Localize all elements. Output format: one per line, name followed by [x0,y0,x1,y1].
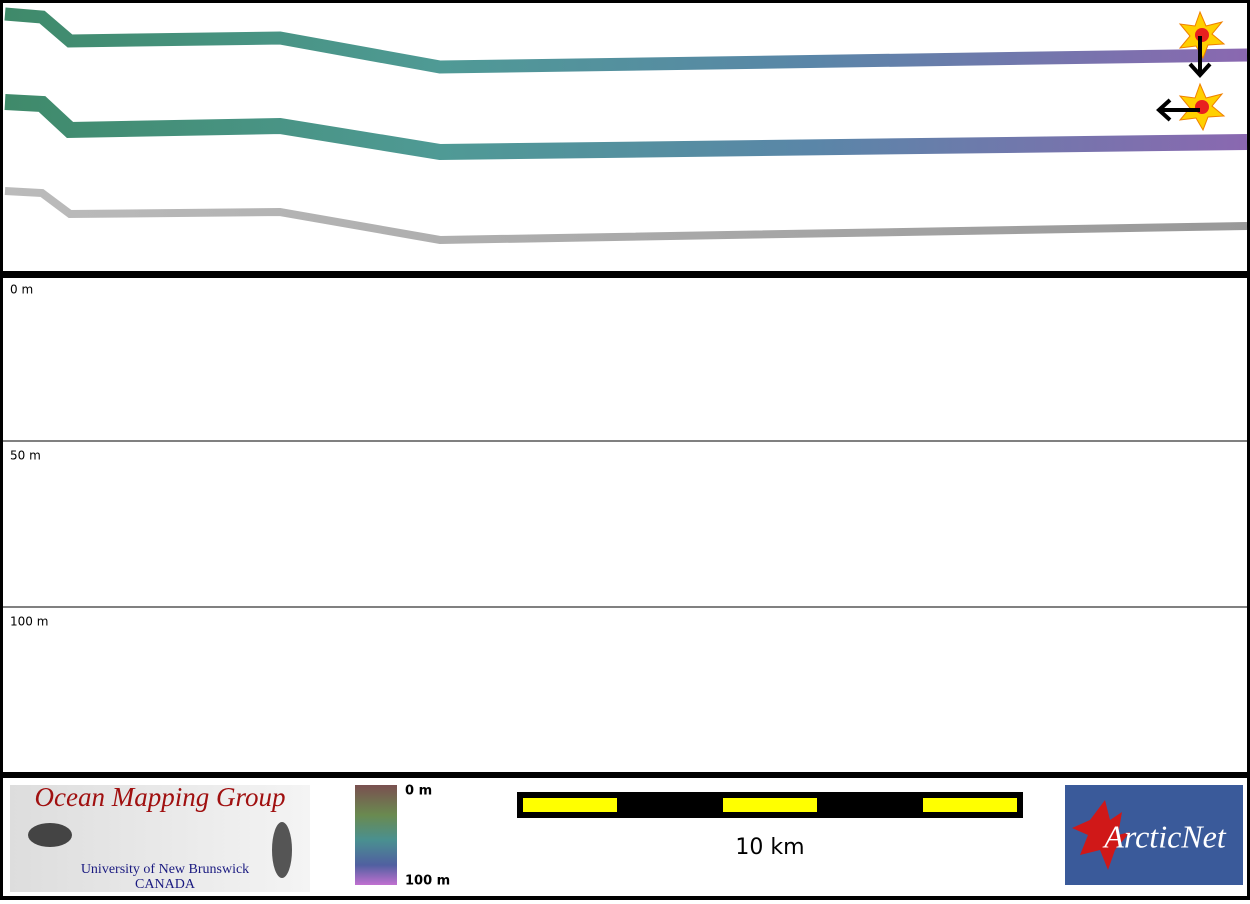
colorbar-label: 0 m [405,784,432,799]
swath-backscatter [4,187,1248,245]
sun-icon [1156,82,1226,132]
depth-label: 50 m [10,449,41,463]
omg-logo: Ocean Mapping Group University of New Br… [10,782,310,892]
logo-graphic [28,823,72,847]
swath [4,94,1248,161]
colorbar [355,785,397,885]
colorbar-label: 100 m [405,874,450,889]
arcticnet-logo: ArcticNet [1065,785,1243,885]
depth-label: 100 m [10,615,48,629]
maple-leaf [1072,800,1130,870]
partner-name: ArcticNet [1102,818,1227,854]
scale-label: 10 km [735,835,804,860]
org-university: University of New Brunswick [81,862,249,877]
org-country: CANADA [135,877,196,892]
depth-label: 0 m [10,283,33,297]
swath [4,7,1248,74]
org-name: Ocean Mapping Group [35,782,286,812]
sun-icon [1178,10,1226,78]
logo-graphic [272,822,292,878]
scale-bar [517,792,1023,818]
profile-panel [3,278,1247,772]
